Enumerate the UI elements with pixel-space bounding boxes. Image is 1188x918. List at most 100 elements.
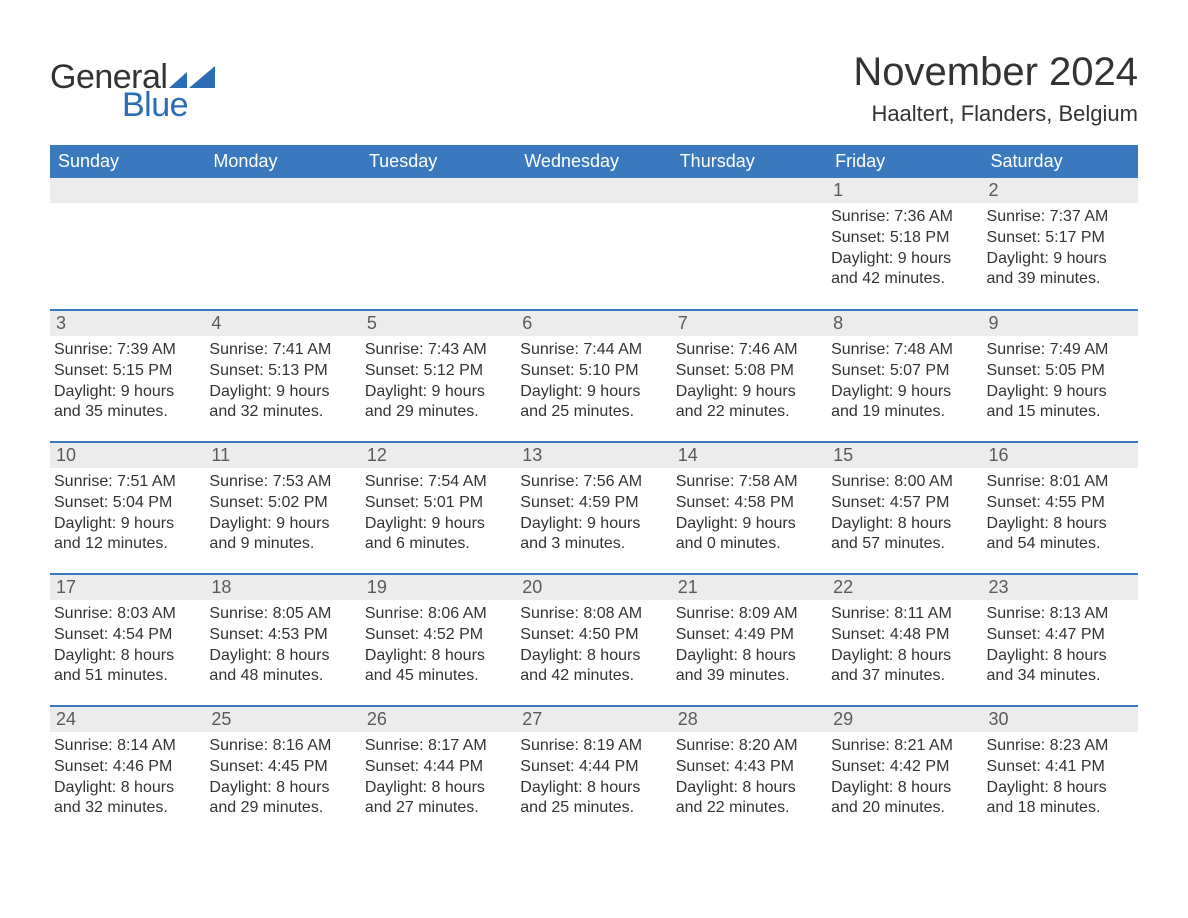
day-dl2: and 37 minutes. <box>831 666 976 687</box>
day-dl2: and 6 minutes. <box>365 534 510 555</box>
day-number: 21 <box>672 575 827 600</box>
day-number <box>516 178 671 203</box>
day-body: Sunrise: 7:39 AMSunset: 5:15 PMDaylight:… <box>50 336 205 429</box>
day-dl2: and 25 minutes. <box>520 402 665 423</box>
day-number: 12 <box>361 443 516 468</box>
day-dl1: Daylight: 8 hours <box>831 514 976 535</box>
day-number: 3 <box>50 311 205 336</box>
day-body: Sunrise: 8:06 AMSunset: 4:52 PMDaylight:… <box>361 600 516 693</box>
day-sunset: Sunset: 4:47 PM <box>987 625 1132 646</box>
day-dl1: Daylight: 9 hours <box>987 249 1132 270</box>
day-number <box>361 178 516 203</box>
day-number: 13 <box>516 443 671 468</box>
day-sunrise: Sunrise: 7:44 AM <box>520 340 665 361</box>
day-sunset: Sunset: 5:07 PM <box>831 361 976 382</box>
day-dl2: and 42 minutes. <box>520 666 665 687</box>
day-dl1: Daylight: 9 hours <box>209 382 354 403</box>
day-number: 6 <box>516 311 671 336</box>
day-dl2: and 19 minutes. <box>831 402 976 423</box>
day-dl1: Daylight: 9 hours <box>520 514 665 535</box>
day-sunrise: Sunrise: 7:58 AM <box>676 472 821 493</box>
day-number: 28 <box>672 707 827 732</box>
day-sunset: Sunset: 4:41 PM <box>987 757 1132 778</box>
day-number: 27 <box>516 707 671 732</box>
day-body: Sunrise: 8:14 AMSunset: 4:46 PMDaylight:… <box>50 732 205 825</box>
calendar-cell: 3Sunrise: 7:39 AMSunset: 5:15 PMDaylight… <box>50 310 205 442</box>
day-body: Sunrise: 7:46 AMSunset: 5:08 PMDaylight:… <box>672 336 827 429</box>
day-dl2: and 51 minutes. <box>54 666 199 687</box>
weekday-header: Wednesday <box>516 145 671 178</box>
weekday-header: Friday <box>827 145 982 178</box>
day-body: Sunrise: 7:56 AMSunset: 4:59 PMDaylight:… <box>516 468 671 561</box>
day-sunset: Sunset: 5:02 PM <box>209 493 354 514</box>
day-sunset: Sunset: 4:54 PM <box>54 625 199 646</box>
day-body: Sunrise: 8:08 AMSunset: 4:50 PMDaylight:… <box>516 600 671 693</box>
day-dl2: and 54 minutes. <box>987 534 1132 555</box>
day-sunrise: Sunrise: 8:05 AM <box>209 604 354 625</box>
day-sunset: Sunset: 5:01 PM <box>365 493 510 514</box>
day-dl2: and 29 minutes. <box>209 798 354 819</box>
day-dl1: Daylight: 8 hours <box>365 778 510 799</box>
day-sunrise: Sunrise: 8:21 AM <box>831 736 976 757</box>
calendar-cell: 16Sunrise: 8:01 AMSunset: 4:55 PMDayligh… <box>983 442 1138 574</box>
title-block: November 2024 Haaltert, Flanders, Belgiu… <box>853 50 1138 127</box>
day-body: Sunrise: 8:21 AMSunset: 4:42 PMDaylight:… <box>827 732 982 825</box>
day-dl2: and 20 minutes. <box>831 798 976 819</box>
day-number: 16 <box>983 443 1138 468</box>
day-dl1: Daylight: 9 hours <box>676 514 821 535</box>
day-dl2: and 18 minutes. <box>987 798 1132 819</box>
day-number: 24 <box>50 707 205 732</box>
calendar-cell <box>672 178 827 310</box>
day-body: Sunrise: 8:00 AMSunset: 4:57 PMDaylight:… <box>827 468 982 561</box>
calendar-cell: 9Sunrise: 7:49 AMSunset: 5:05 PMDaylight… <box>983 310 1138 442</box>
day-dl1: Daylight: 8 hours <box>831 646 976 667</box>
day-dl1: Daylight: 9 hours <box>209 514 354 535</box>
day-sunrise: Sunrise: 7:48 AM <box>831 340 976 361</box>
brand-word2: Blue <box>122 88 215 122</box>
day-sunset: Sunset: 4:44 PM <box>365 757 510 778</box>
calendar-cell <box>361 178 516 310</box>
calendar-cell: 17Sunrise: 8:03 AMSunset: 4:54 PMDayligh… <box>50 574 205 706</box>
page: General Blue November 2024 Haaltert, Fla… <box>0 0 1188 888</box>
day-dl2: and 22 minutes. <box>676 402 821 423</box>
day-sunrise: Sunrise: 7:41 AM <box>209 340 354 361</box>
flag-icon <box>169 66 215 88</box>
day-sunrise: Sunrise: 8:09 AM <box>676 604 821 625</box>
day-body: Sunrise: 7:37 AMSunset: 5:17 PMDaylight:… <box>983 203 1138 296</box>
day-body: Sunrise: 8:05 AMSunset: 4:53 PMDaylight:… <box>205 600 360 693</box>
day-dl2: and 34 minutes. <box>987 666 1132 687</box>
calendar-cell: 19Sunrise: 8:06 AMSunset: 4:52 PMDayligh… <box>361 574 516 706</box>
day-sunrise: Sunrise: 7:36 AM <box>831 207 976 228</box>
day-sunset: Sunset: 4:48 PM <box>831 625 976 646</box>
day-dl2: and 15 minutes. <box>987 402 1132 423</box>
calendar-cell: 21Sunrise: 8:09 AMSunset: 4:49 PMDayligh… <box>672 574 827 706</box>
day-sunset: Sunset: 4:46 PM <box>54 757 199 778</box>
day-sunrise: Sunrise: 7:46 AM <box>676 340 821 361</box>
day-sunrise: Sunrise: 8:11 AM <box>831 604 976 625</box>
day-dl1: Daylight: 8 hours <box>54 646 199 667</box>
day-sunset: Sunset: 5:10 PM <box>520 361 665 382</box>
day-sunrise: Sunrise: 8:16 AM <box>209 736 354 757</box>
day-dl1: Daylight: 8 hours <box>209 778 354 799</box>
day-body: Sunrise: 7:36 AMSunset: 5:18 PMDaylight:… <box>827 203 982 296</box>
day-sunset: Sunset: 5:17 PM <box>987 228 1132 249</box>
day-body: Sunrise: 7:48 AMSunset: 5:07 PMDaylight:… <box>827 336 982 429</box>
weekday-header: Thursday <box>672 145 827 178</box>
day-number: 4 <box>205 311 360 336</box>
day-number: 10 <box>50 443 205 468</box>
calendar-cell: 20Sunrise: 8:08 AMSunset: 4:50 PMDayligh… <box>516 574 671 706</box>
day-sunrise: Sunrise: 7:39 AM <box>54 340 199 361</box>
day-sunset: Sunset: 5:15 PM <box>54 361 199 382</box>
day-sunset: Sunset: 4:59 PM <box>520 493 665 514</box>
day-dl1: Daylight: 9 hours <box>831 382 976 403</box>
day-dl1: Daylight: 8 hours <box>365 646 510 667</box>
day-dl2: and 32 minutes. <box>54 798 199 819</box>
day-body: Sunrise: 7:49 AMSunset: 5:05 PMDaylight:… <box>983 336 1138 429</box>
day-dl1: Daylight: 8 hours <box>987 646 1132 667</box>
day-sunset: Sunset: 4:44 PM <box>520 757 665 778</box>
day-sunset: Sunset: 4:50 PM <box>520 625 665 646</box>
day-dl2: and 12 minutes. <box>54 534 199 555</box>
day-number: 19 <box>361 575 516 600</box>
day-dl2: and 27 minutes. <box>365 798 510 819</box>
day-number: 29 <box>827 707 982 732</box>
